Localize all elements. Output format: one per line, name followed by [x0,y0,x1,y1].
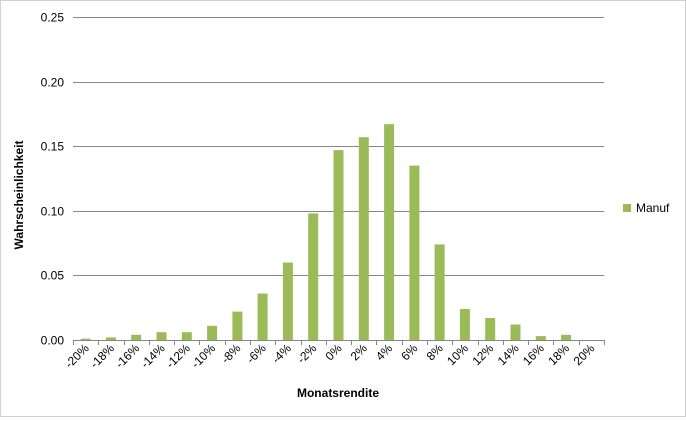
y-tick-label: 0.00 [41,334,65,348]
x-tick-label: 16% [520,341,547,368]
legend-label: Manuf [636,201,670,215]
bar--12pct [181,332,192,340]
x-tick-label: -8% [218,341,243,366]
gridlines [73,17,604,276]
x-tick-label: -10% [188,341,218,371]
x-tick-label: -14% [138,341,168,371]
x-tick-label: 10% [444,341,471,368]
x-tick-label: -18% [87,341,117,371]
y-tick-label: 0.25 [41,11,65,25]
y-axis-label: Wahrscheinlichkeit [12,141,26,250]
bar-18pct [561,334,572,340]
x-tick-label: -20% [62,341,92,371]
x-tick-label: 6% [398,341,420,363]
y-tick-label: 0.15 [41,140,65,154]
x-tick-label: -12% [163,341,193,371]
y-tick-label: 0.05 [41,269,65,283]
bar--14pct [156,332,167,340]
bar--10pct [207,325,218,340]
x-tick-label: -2% [294,341,319,366]
bar-14pct [510,324,521,340]
bar--2pct [308,213,319,340]
x-tick-label: 18% [545,341,572,368]
x-tick-label: -4% [269,341,294,366]
y-tick-label: 0.10 [41,205,65,219]
bar-8pct [434,244,445,340]
bar-0pct [333,150,344,340]
x-tick-label: 8% [424,341,446,363]
bar-16pct [535,336,546,340]
bar-6pct [409,165,420,340]
legend-swatch [623,204,631,212]
bar--20pct [80,338,91,340]
x-tick-label: 20% [571,341,598,368]
x-tick-label: 12% [469,341,496,368]
bar-4pct [384,124,395,340]
bar-10pct [459,309,470,340]
bar--6pct [257,293,268,340]
y-tick-labels: 0.00 0.05 0.10 0.15 0.20 0.25 [41,11,65,348]
bar-2pct [358,137,369,340]
x-tick-label: -16% [113,341,143,371]
bar--8pct [232,311,243,340]
x-tick-label: 0% [322,341,344,363]
y-tick-label: 0.20 [41,76,65,90]
x-tick-label: 14% [495,341,522,368]
x-tick-labels: -20%-18%-16%-14%-12%-10% -8% -6% -4% -2% 0% 2%… [62,340,605,371]
x-axis-label: Monatsrendite [297,386,379,400]
bar-series [80,124,572,340]
bar-12pct [485,318,496,340]
bar--4pct [282,262,293,340]
x-tick-label: -6% [244,341,269,366]
bar--18pct [105,337,116,340]
bar--16pct [131,334,142,340]
legend: Manuf [623,201,670,215]
